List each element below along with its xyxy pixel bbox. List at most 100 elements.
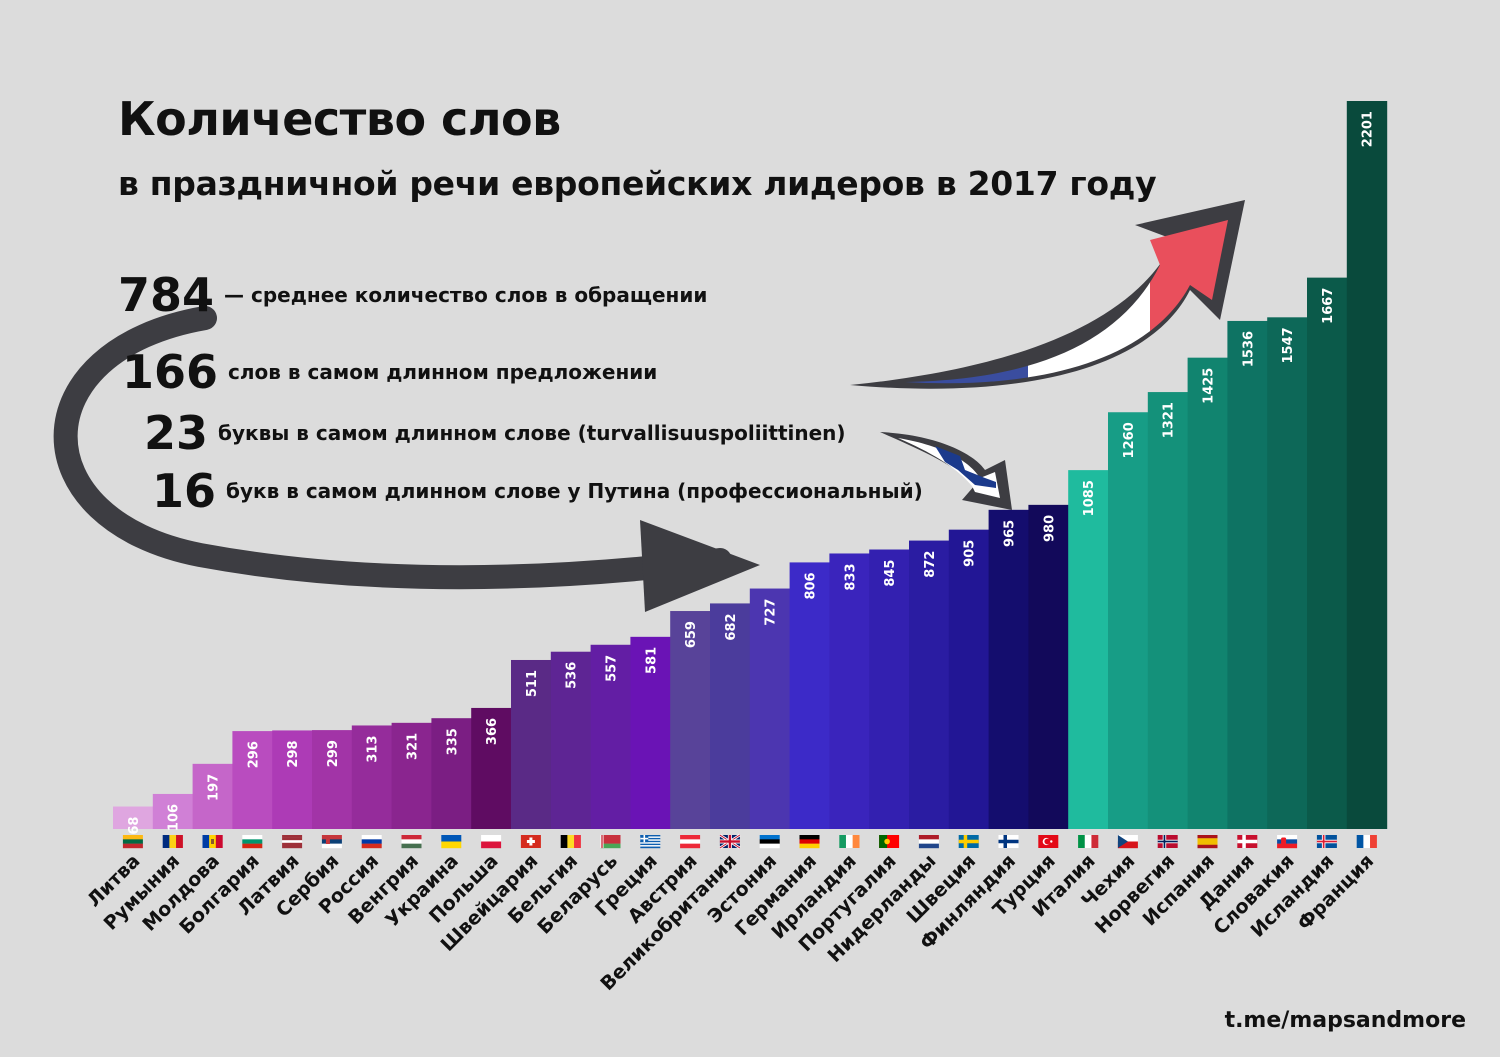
stat-number: 16 <box>152 464 217 518</box>
belarus-flag-icon <box>600 835 621 849</box>
bar-Польша <box>471 707 512 829</box>
bar-Литва <box>113 806 154 829</box>
bulgaria-flag-icon <box>242 835 263 849</box>
bar-value-label: 727 <box>764 599 779 626</box>
bar-value-label: 1547 <box>1281 327 1296 363</box>
stat-number: 23 <box>144 406 209 460</box>
bar-Норвегия <box>1147 392 1189 829</box>
bar-value-label: 557 <box>605 655 620 682</box>
curved-arrow-head-icon <box>640 520 760 612</box>
stat-putin-longest-word: 16 букв в самом длинном слове у Путина (п… <box>152 464 923 518</box>
bar-value-label: 1536 <box>1241 331 1256 367</box>
russia-flag-icon <box>361 835 382 849</box>
bar-Италия <box>1068 470 1109 829</box>
bar-Эстония <box>749 588 791 829</box>
bar-Финляндия <box>988 509 1029 829</box>
bar-value-label: 511 <box>525 670 540 697</box>
bar-value-label: 659 <box>684 621 699 648</box>
bar-Словакия <box>1267 317 1308 829</box>
bar-value-label: 905 <box>963 540 978 567</box>
bar-value-label: 1321 <box>1162 402 1177 438</box>
germany-flag-icon <box>799 835 820 849</box>
bar-value-label: 1085 <box>1082 480 1097 516</box>
bar-value-label: 845 <box>883 560 898 587</box>
source-credit: t.me/mapsandmore <box>1224 1008 1466 1033</box>
bar-value-label: 366 <box>485 718 500 745</box>
netherlands-flag-icon <box>918 835 939 849</box>
bar-Швеция <box>948 529 990 829</box>
bar-value-label: 296 <box>246 741 261 768</box>
stat-longest-word: 23 буквы в самом длинном слове (turvallis… <box>144 406 846 460</box>
bar-Ирландия <box>829 553 870 829</box>
bar-Исландия <box>1307 277 1348 829</box>
bar-value-label: 965 <box>1003 520 1018 547</box>
bar-value-label: 833 <box>843 563 858 590</box>
bar-Франция <box>1346 101 1388 829</box>
serbia-flag-icon <box>321 835 342 849</box>
spain-flag-icon <box>1197 835 1218 849</box>
poland-flag-icon <box>481 835 502 849</box>
bar-Германия <box>789 562 830 829</box>
stat-longest-sentence: 166 слов в самом длинном предложении <box>122 345 657 399</box>
estonia-flag-icon <box>759 835 780 849</box>
finland-flag-icon <box>998 835 1019 848</box>
bar-Венгрия <box>391 722 432 829</box>
bar-Швейцария <box>511 659 552 829</box>
bar-value-label: 1425 <box>1202 368 1217 404</box>
bar-Дания <box>1227 320 1268 829</box>
france-flag-icon <box>1356 835 1377 848</box>
lithuania-flag-icon <box>122 835 143 849</box>
bar-value-label: 682 <box>724 613 739 640</box>
bar-value-label: 335 <box>445 728 460 755</box>
bar-Испания <box>1187 357 1228 829</box>
bar-value-label: 2201 <box>1361 111 1376 147</box>
turkey-flag-icon <box>1038 835 1059 848</box>
stat-text: букв в самом длинном слове у Путина (про… <box>226 479 923 503</box>
bar-Нидерланды <box>909 540 950 829</box>
ireland-flag-icon <box>839 835 860 848</box>
bar-Великобритания <box>710 603 751 829</box>
finnish-flag-arrow-icon <box>880 432 1012 510</box>
bar-Чехия <box>1108 412 1149 829</box>
moldova-flag-icon <box>202 835 223 848</box>
bar-Турция <box>1028 504 1069 829</box>
bar-value-label: 197 <box>207 774 222 801</box>
sweden-flag-icon <box>958 835 979 848</box>
bar-Латвия <box>272 730 313 829</box>
stat-text: — среднее количество слов в обращении <box>224 283 708 307</box>
bar-value-label: 1667 <box>1321 288 1336 324</box>
curved-arrow-icon <box>53 306 732 590</box>
bar-Португалия <box>869 549 910 829</box>
bar-value-label: 581 <box>644 647 659 674</box>
romania-flag-icon <box>162 835 183 848</box>
denmark-flag-icon <box>1237 835 1258 848</box>
austria-flag-icon <box>680 835 701 849</box>
bar-value-label: 980 <box>1042 515 1057 542</box>
bar-Австрия <box>670 611 711 829</box>
slovakia-flag-icon <box>1277 835 1298 849</box>
bar-Украина <box>431 718 472 829</box>
stat-number: 166 <box>122 345 219 399</box>
norway-flag-icon <box>1157 835 1178 848</box>
switzerland-flag-icon <box>520 835 541 848</box>
bar-Беларусь <box>590 644 631 829</box>
bar-value-label: 536 <box>565 662 580 689</box>
stat-text: буквы в самом длинном слове (turvallisuu… <box>218 421 846 445</box>
bar-value-label: 298 <box>286 740 301 767</box>
stat-number: 784 <box>118 268 215 322</box>
chart-subtitle: в праздничной речи европейских лидеров в… <box>118 164 1157 203</box>
bar-value-label: 806 <box>804 572 819 599</box>
bar-Румыния <box>152 793 194 829</box>
uk-flag-icon <box>719 833 741 850</box>
czechia-flag-icon <box>1117 835 1138 849</box>
bar-Россия <box>351 725 393 829</box>
bar-Болгария <box>232 731 273 829</box>
bar-value-label: 872 <box>923 551 938 578</box>
bar-Бельгия <box>550 651 592 829</box>
bar-Сербия <box>312 730 353 829</box>
chart-title: Количество слов <box>118 92 561 146</box>
bar-value-label: 299 <box>326 740 341 767</box>
bar-Греция <box>630 636 671 829</box>
iceland-flag-icon <box>1316 835 1337 848</box>
